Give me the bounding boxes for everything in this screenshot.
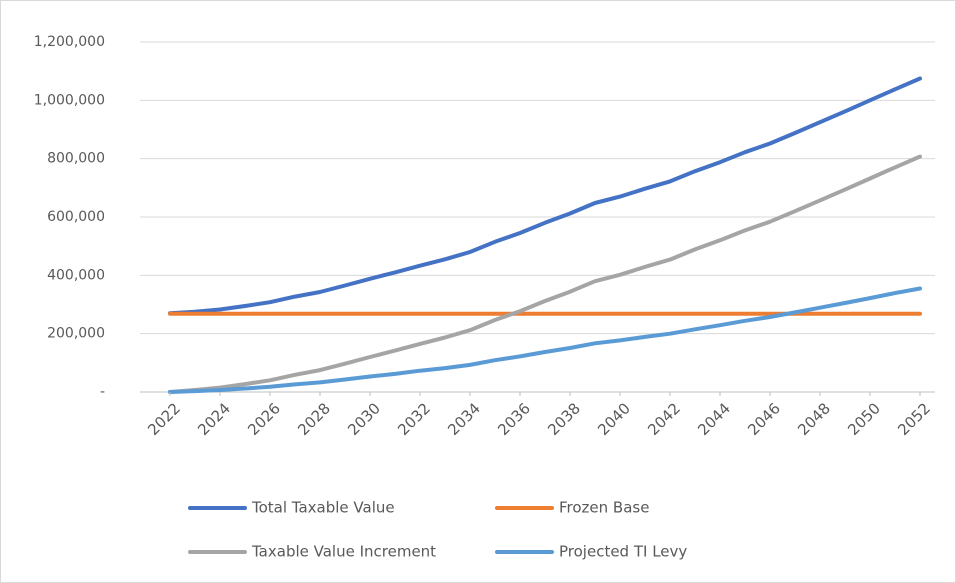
y-tick-label: 400,000 bbox=[47, 267, 105, 283]
y-tick-label: 800,000 bbox=[47, 151, 105, 167]
series-line bbox=[168, 76, 922, 316]
legend-label: Taxable Value Increment bbox=[251, 543, 436, 561]
lines bbox=[168, 76, 922, 394]
y-tick-label: 1,200,000 bbox=[34, 34, 105, 50]
y-tick-label: 1,000,000 bbox=[34, 92, 105, 108]
legend-label: Frozen Base bbox=[559, 499, 649, 517]
legend: Total Taxable Value Frozen Base Taxable Va… bbox=[188, 499, 687, 561]
y-tick-label: 600,000 bbox=[47, 209, 105, 225]
grid bbox=[140, 41, 935, 393]
legend-label: Total Taxable Value bbox=[251, 499, 395, 517]
series-line bbox=[168, 286, 922, 394]
y-tick-label: 200,000 bbox=[47, 326, 105, 342]
legend-label: Projected TI Levy bbox=[559, 543, 687, 561]
series-line bbox=[168, 154, 922, 394]
y-tick-label: - bbox=[100, 384, 105, 400]
